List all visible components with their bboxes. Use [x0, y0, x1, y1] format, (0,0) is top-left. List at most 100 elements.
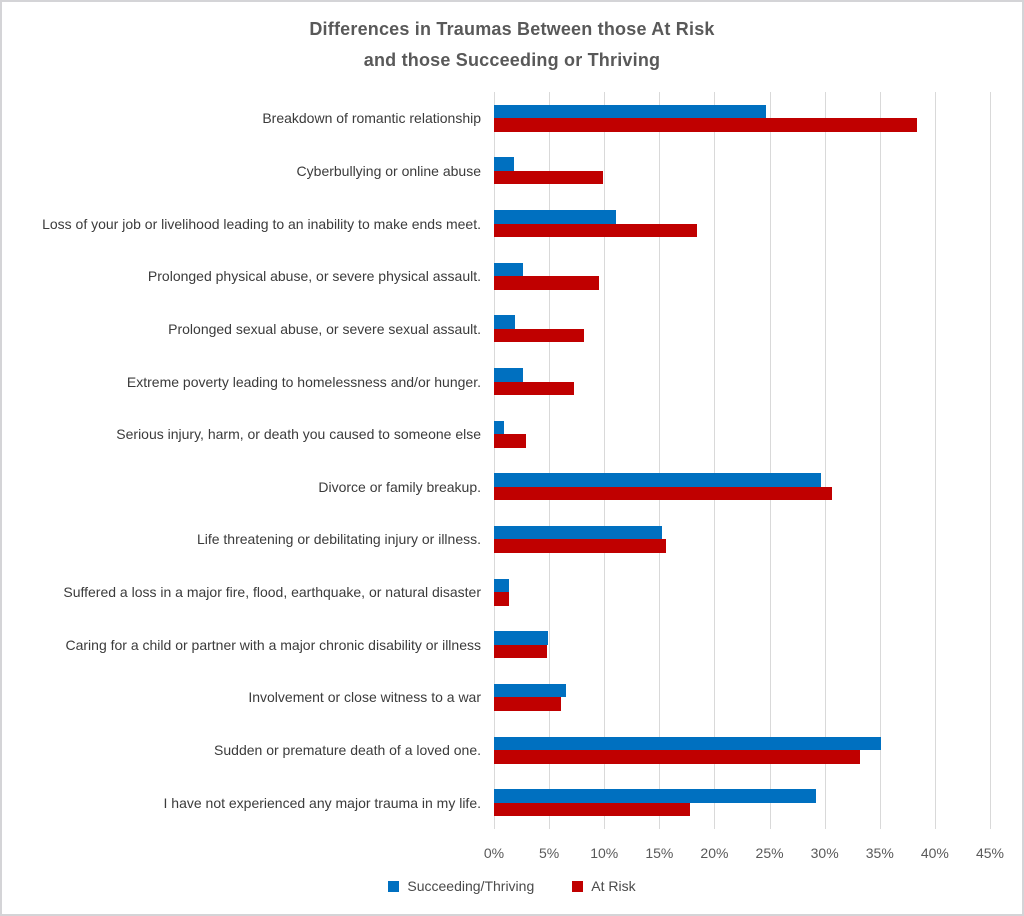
y-axis-line — [494, 92, 495, 829]
gridline — [879, 92, 881, 829]
gridline — [990, 92, 991, 829]
legend-swatch-blue-icon — [388, 880, 400, 892]
bars-cell — [494, 92, 1022, 145]
bar-at-risk — [494, 750, 860, 764]
bar-at-risk — [494, 276, 599, 290]
gridline — [549, 92, 551, 829]
chart-row: Life threatening or debilitating injury … — [2, 513, 1022, 566]
gridline — [824, 92, 826, 829]
bars-cell — [494, 303, 1022, 356]
category-label-cell: Breakdown of romantic relationship — [2, 109, 494, 127]
gridline — [659, 92, 661, 829]
category-label-cell: I have not experienced any major trauma … — [2, 794, 494, 812]
category-label-cell: Prolonged physical abuse, or severe phys… — [2, 267, 494, 285]
chart-row: Sudden or premature death of a loved one… — [2, 724, 1022, 777]
category-label: Breakdown of romantic relationship — [262, 110, 481, 127]
bars-cell — [494, 355, 1022, 408]
bar-at-risk — [494, 539, 666, 553]
bar-at-risk — [494, 802, 691, 817]
bar-succeeding-thriving — [494, 683, 566, 698]
bar-succeeding-thriving — [494, 157, 514, 171]
category-label: Serious injury, harm, or death you cause… — [116, 426, 481, 443]
chart-title: Differences in Traumas Between those At … — [2, 14, 1022, 76]
bar-at-risk — [494, 170, 604, 185]
category-label: Life threatening or debilitating injury … — [196, 531, 481, 548]
legend-label-succeeding-thriving: Succeeding/Thriving — [407, 878, 535, 894]
bar-rows: Breakdown of romantic relationship Cyberb… — [2, 92, 1022, 829]
gridline — [769, 92, 771, 829]
gridline — [714, 92, 716, 829]
chart-row: Prolonged sexual abuse, or severe sexual… — [2, 303, 1022, 356]
category-label: Involvement or close witness to a war — [248, 689, 481, 706]
category-label-cell: Serious injury, harm, or death you cause… — [2, 425, 494, 443]
bar-succeeding-thriving — [494, 262, 523, 277]
chart-row: Involvement or close witness to a war — [2, 671, 1022, 724]
legend-swatch-red-icon — [572, 880, 584, 892]
gridline — [934, 92, 936, 829]
x-tick-label: 20% — [700, 845, 729, 861]
bar-succeeding-thriving — [494, 631, 548, 645]
chart-row: Divorce or family breakup. — [2, 460, 1022, 513]
category-label: I have not experienced any major trauma … — [163, 794, 482, 811]
category-label: Suffered a loss in a major fire, flood, … — [63, 584, 481, 601]
bars-cell — [494, 566, 1022, 619]
category-label-cell: Prolonged sexual abuse, or severe sexual… — [2, 320, 494, 338]
gridline — [604, 92, 606, 829]
category-label: Sudden or premature death of a loved one… — [214, 742, 481, 758]
chart-row: Extreme poverty leading to homelessness … — [2, 355, 1022, 408]
category-label-cell: Loss of your job or livelihood leading t… — [2, 215, 494, 233]
bars-cell — [494, 724, 1022, 777]
category-label: Divorce or family breakup. — [318, 478, 481, 495]
x-tick-label: 35% — [865, 845, 894, 861]
x-tick-label: 25% — [755, 845, 784, 861]
bar-succeeding-thriving — [494, 736, 881, 750]
bar-at-risk — [494, 381, 575, 396]
bars-cell — [494, 460, 1022, 513]
bar-succeeding-thriving — [494, 525, 662, 540]
bar-succeeding-thriving — [494, 368, 523, 382]
bar-at-risk — [494, 328, 585, 343]
bar-succeeding-thriving — [494, 104, 767, 119]
bars-cell — [494, 197, 1022, 250]
bars-cell — [494, 513, 1022, 566]
bars-cell — [494, 145, 1022, 198]
bars-cell — [494, 776, 1022, 829]
chart-row: Loss of your job or livelihood leading t… — [2, 197, 1022, 250]
category-label: Prolonged physical abuse, or severe phys… — [147, 268, 481, 285]
chart-title-line2: and those Succeeding or Thriving — [363, 50, 661, 70]
category-label: Cyberbullying or online abuse — [296, 162, 481, 179]
plot-area — [494, 92, 991, 829]
category-label-cell: Divorce or family breakup. — [2, 478, 494, 496]
category-label-cell: Extreme poverty leading to homelessness … — [2, 373, 494, 391]
category-label-cell: Suffered a loss in a major fire, flood, … — [2, 583, 494, 601]
x-tick-label: 10% — [590, 845, 619, 861]
x-tick-label: 45% — [975, 845, 1005, 861]
chart-row: Breakdown of romantic relationship — [2, 92, 1022, 145]
bar-at-risk — [494, 223, 697, 238]
bar-succeeding-thriving — [494, 315, 515, 329]
x-axis: 0% 5% 10% 15% 20% 25% 30% 35% 40% 45% — [484, 845, 1004, 863]
x-tick-label: 40% — [920, 845, 949, 861]
category-label: Extreme poverty leading to homelessness … — [126, 373, 481, 390]
bar-at-risk — [494, 434, 526, 448]
category-label-cell: Cyberbullying or online abuse — [2, 162, 494, 180]
x-tick-label: 15% — [645, 845, 674, 861]
chart-row: I have not experienced any major trauma … — [2, 776, 1022, 829]
bar-succeeding-thriving — [494, 210, 617, 224]
bar-succeeding-thriving — [494, 789, 816, 803]
bars-cell — [494, 250, 1022, 303]
bar-at-risk — [494, 486, 833, 501]
legend-item-succeeding-thriving: Succeeding/Thriving — [388, 878, 534, 894]
x-tick-label: 0% — [483, 845, 505, 861]
chart-row: Cyberbullying or online abuse — [2, 145, 1022, 198]
bar-succeeding-thriving — [494, 473, 822, 487]
category-label: Caring for a child or partner with a maj… — [65, 636, 481, 653]
bars-cell — [494, 408, 1022, 461]
bar-at-risk — [494, 697, 562, 711]
category-label-cell: Caring for a child or partner with a maj… — [2, 636, 494, 654]
category-label-cell: Life threatening or debilitating injury … — [2, 530, 494, 548]
category-label-cell: Involvement or close witness to a war — [2, 688, 494, 706]
bar-succeeding-thriving — [494, 578, 510, 593]
chart-row: Caring for a child or partner with a maj… — [2, 618, 1022, 671]
